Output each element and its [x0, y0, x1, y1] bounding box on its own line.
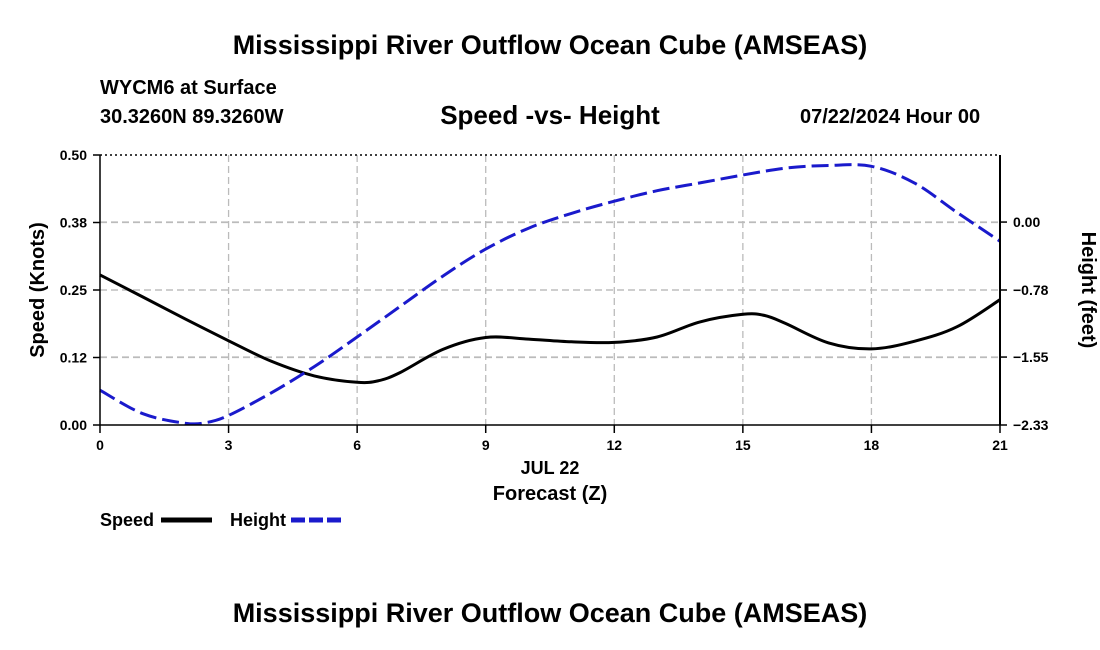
- y2-tick-label: −0.78: [1013, 282, 1049, 298]
- y-axis-label: Speed (Knots): [27, 222, 49, 358]
- y-tick-label: 0.38: [60, 215, 87, 231]
- axes: 0 3 6 9 12 15 18 21 0.00 0.12 0.25 0.38 0.50 −2.33 −1.…: [60, 147, 1049, 453]
- forecast-datetime: 07/22/2024 Hour 00: [800, 106, 981, 128]
- grid: [100, 154, 1000, 425]
- station-label: WYCM6 at Surface: [100, 77, 277, 99]
- legend-label-speed: Speed: [100, 510, 154, 530]
- series-lines: [99, 163, 1001, 426]
- y2-tick-label: −1.55: [1013, 349, 1049, 365]
- coordinates-label: 30.3260N 89.3260W: [100, 106, 284, 128]
- page-title: Mississippi River Outflow Ocean Cube (AM…: [232, 30, 868, 60]
- x-axis-label: Forecast (Z): [493, 483, 607, 505]
- series-line-height: [99, 163, 1001, 426]
- x-tick-label: 15: [735, 437, 751, 453]
- y-tick-label: 0.00: [60, 417, 87, 433]
- y-tick-label: 0.25: [60, 282, 87, 298]
- x-tick-label: 12: [606, 437, 622, 453]
- x-tick-label: 21: [992, 437, 1008, 453]
- x-tick-label: 9: [482, 437, 490, 453]
- x-tick-label: 18: [864, 437, 880, 453]
- chart-subtitle: Speed -vs- Height: [440, 100, 660, 130]
- footer-title: Mississippi River Outflow Ocean Cube (AM…: [232, 598, 868, 628]
- series-line-speed: [99, 273, 1001, 385]
- legend-label-height: Height: [230, 510, 286, 530]
- y2-axis-label: Height (feet): [1077, 232, 1099, 349]
- y2-tick-label: −2.33: [1013, 417, 1049, 433]
- x-tick-label: 0: [96, 437, 104, 453]
- y2-tick-label: 0.00: [1013, 214, 1040, 230]
- y-tick-label: 0.50: [60, 147, 87, 163]
- legend: Speed Height: [100, 510, 342, 530]
- x-tick-label: 6: [353, 437, 361, 453]
- x-axis-date: JUL 22: [521, 458, 580, 478]
- x-tick-label: 3: [225, 437, 233, 453]
- y-tick-label: 0.12: [60, 350, 87, 366]
